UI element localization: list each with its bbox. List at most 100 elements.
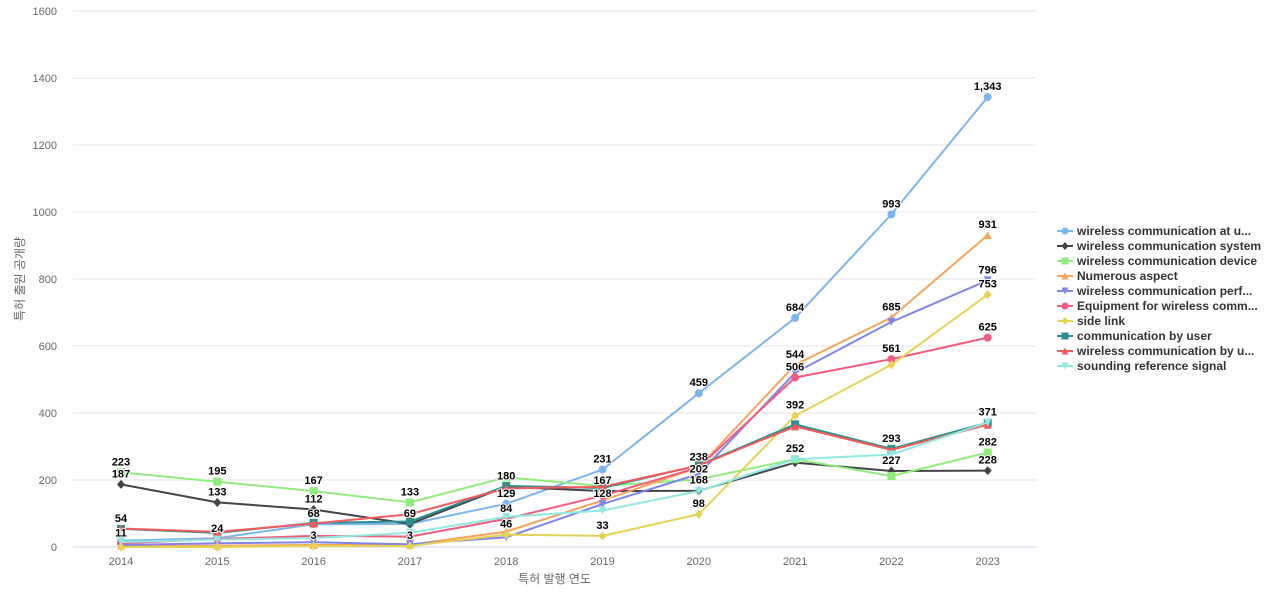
data-point[interactable] (213, 477, 222, 486)
series-6[interactable] (117, 290, 992, 552)
data-point[interactable] (887, 360, 896, 370)
legend-item[interactable]: Numerous aspect (1057, 269, 1178, 283)
legend-item[interactable]: Equipment for wireless comm... (1057, 299, 1258, 313)
data-point[interactable] (694, 389, 703, 398)
data-point[interactable] (887, 317, 896, 326)
data-label: 84 (500, 503, 513, 515)
data-point[interactable] (309, 487, 318, 496)
x-tick-label: 2016 (301, 556, 325, 568)
data-point[interactable] (694, 475, 703, 484)
legend-item[interactable]: wireless communication system (1057, 239, 1261, 253)
data-label: 112 (305, 493, 323, 505)
legend-item[interactable]: wireless communication by u... (1057, 344, 1254, 358)
data-point[interactable] (405, 510, 414, 519)
data-point[interactable] (117, 524, 125, 533)
data-point[interactable] (791, 360, 800, 369)
data-point[interactable] (791, 455, 800, 464)
data-label: 180 (497, 471, 515, 483)
series-line (120, 336, 988, 545)
data-point[interactable] (791, 368, 800, 377)
data-point[interactable] (983, 466, 992, 476)
data-point[interactable] (309, 541, 318, 551)
data-point[interactable] (117, 468, 125, 477)
data-label: 202 (690, 463, 708, 475)
legend-item[interactable]: communication by user (1057, 329, 1212, 343)
data-point[interactable] (502, 512, 511, 521)
data-label: 54 (115, 513, 128, 525)
series-7[interactable] (117, 418, 992, 537)
data-point[interactable] (405, 541, 414, 551)
x-tick-label: 2022 (879, 556, 903, 568)
data-point[interactable] (213, 535, 222, 544)
data-point[interactable] (405, 528, 414, 537)
data-point[interactable] (983, 93, 992, 102)
legend-symbol-marker (1061, 257, 1069, 265)
data-point[interactable] (309, 504, 318, 514)
data-point[interactable] (983, 231, 992, 240)
data-label: 129 (497, 488, 515, 500)
y-tick-label: 200 (39, 475, 57, 487)
data-point[interactable] (213, 527, 222, 536)
data-point[interactable] (791, 422, 800, 431)
data-point[interactable] (213, 542, 222, 552)
data-point[interactable] (791, 411, 800, 421)
data-point[interactable] (309, 533, 318, 542)
legend-label: wireless communication device (1076, 254, 1257, 268)
series-1[interactable] (117, 458, 992, 529)
legend-label: sounding reference signal (1077, 359, 1226, 373)
x-tick-label: 2021 (783, 556, 807, 568)
legend-symbol-marker (1061, 272, 1069, 280)
data-point[interactable] (694, 487, 703, 496)
series-2[interactable] (117, 448, 992, 507)
legend-item[interactable]: side link (1057, 314, 1125, 328)
series-8[interactable] (117, 420, 992, 536)
data-point[interactable] (694, 461, 703, 470)
series-line (121, 293, 989, 548)
data-point[interactable] (405, 517, 414, 526)
data-point[interactable] (117, 542, 125, 552)
data-point[interactable] (791, 373, 800, 382)
data-point[interactable] (598, 531, 607, 541)
data-point[interactable] (887, 471, 896, 480)
legend-item[interactable]: wireless communication perf... (1057, 284, 1252, 298)
data-point[interactable] (598, 506, 607, 515)
series-line (120, 461, 988, 525)
data-point[interactable] (887, 450, 896, 459)
data-point[interactable] (694, 509, 703, 519)
data-point[interactable] (502, 484, 511, 493)
legend-item[interactable]: wireless communication device (1057, 254, 1257, 268)
data-label: 544 (786, 349, 805, 361)
data-point[interactable] (598, 465, 607, 474)
data-point[interactable] (598, 500, 607, 509)
legend-item[interactable]: wireless communication at u... (1057, 224, 1251, 238)
data-point[interactable] (983, 290, 992, 300)
data-label: 1,343 (974, 81, 1002, 93)
data-point[interactable] (887, 210, 896, 219)
data-point[interactable] (502, 473, 511, 482)
data-point[interactable] (405, 498, 414, 507)
data-point[interactable] (983, 418, 992, 427)
data-point[interactable] (117, 479, 125, 489)
data-point[interactable] (983, 276, 992, 285)
data-point[interactable] (502, 530, 511, 540)
series-0[interactable] (117, 93, 992, 545)
x-tick-label: 2014 (109, 556, 133, 568)
data-label: 3 (311, 530, 317, 542)
legend-item[interactable]: sounding reference signal (1057, 359, 1226, 373)
legend[interactable]: wireless communication at u...wireless c… (1057, 224, 1261, 373)
data-point[interactable] (598, 491, 607, 500)
data-point[interactable] (983, 333, 992, 342)
data-point[interactable] (598, 482, 607, 491)
data-label: 168 (690, 475, 708, 487)
data-point[interactable] (502, 499, 511, 508)
x-tick-label: 2017 (398, 556, 422, 568)
data-point[interactable] (983, 448, 992, 457)
series-9[interactable] (117, 418, 992, 546)
data-point[interactable] (887, 355, 896, 364)
data-point[interactable] (694, 469, 703, 478)
data-point[interactable] (117, 537, 125, 546)
data-point[interactable] (791, 313, 800, 322)
data-point[interactable] (213, 497, 222, 507)
data-point[interactable] (309, 519, 318, 528)
